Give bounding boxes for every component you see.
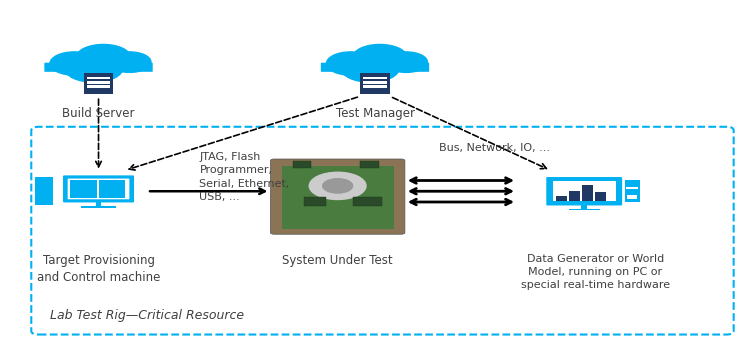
Text: System Under Test: System Under Test: [282, 254, 393, 267]
Bar: [35, 177, 52, 205]
Text: Target Provisioning
and Control machine: Target Provisioning and Control machine: [37, 254, 160, 284]
FancyBboxPatch shape: [68, 179, 130, 199]
Circle shape: [352, 44, 407, 70]
Text: Test Manager: Test Manager: [335, 107, 415, 120]
FancyBboxPatch shape: [321, 63, 429, 72]
Bar: [595, 192, 606, 201]
Bar: [361, 73, 389, 94]
Bar: [626, 187, 638, 189]
Circle shape: [326, 52, 375, 75]
FancyBboxPatch shape: [63, 175, 134, 203]
Bar: [304, 197, 326, 205]
Circle shape: [309, 172, 366, 200]
Text: Data Generator or World
Model, running on PC or
special real-time hardware: Data Generator or World Model, running o…: [520, 254, 670, 290]
Bar: [628, 195, 638, 199]
Bar: [568, 191, 580, 201]
Circle shape: [322, 179, 352, 193]
Bar: [568, 209, 600, 210]
Circle shape: [64, 54, 123, 82]
FancyBboxPatch shape: [546, 177, 622, 205]
Bar: [87, 85, 110, 88]
Bar: [281, 166, 394, 229]
Circle shape: [385, 52, 427, 73]
FancyBboxPatch shape: [271, 159, 405, 234]
Text: Bus, Network, IO, ...: Bus, Network, IO, ...: [439, 143, 550, 153]
Bar: [363, 85, 387, 88]
Circle shape: [76, 44, 130, 70]
Bar: [84, 73, 113, 94]
Bar: [363, 77, 387, 79]
Bar: [70, 180, 97, 189]
Bar: [581, 186, 592, 201]
Bar: [95, 202, 101, 207]
Bar: [625, 180, 640, 203]
Bar: [581, 205, 587, 209]
Bar: [87, 77, 110, 79]
Bar: [98, 180, 124, 189]
Bar: [81, 206, 116, 208]
Text: JTAG, Flash
Programmer,
Serial, Ethernet,
USB, ...: JTAG, Flash Programmer, Serial, Ethernet…: [200, 152, 290, 202]
Bar: [87, 81, 110, 84]
Bar: [363, 81, 387, 84]
Text: Build Server: Build Server: [62, 107, 135, 120]
Bar: [360, 161, 379, 168]
Circle shape: [108, 52, 151, 73]
Bar: [556, 196, 567, 201]
Bar: [292, 161, 311, 168]
Bar: [553, 181, 616, 201]
Text: Lab Test Rig—Critical Resource: Lab Test Rig—Critical Resource: [50, 309, 244, 322]
Bar: [352, 197, 382, 205]
Bar: [70, 190, 97, 198]
FancyBboxPatch shape: [44, 63, 153, 72]
Circle shape: [341, 54, 399, 82]
Bar: [98, 190, 124, 198]
Bar: [626, 191, 638, 193]
Circle shape: [50, 52, 98, 75]
